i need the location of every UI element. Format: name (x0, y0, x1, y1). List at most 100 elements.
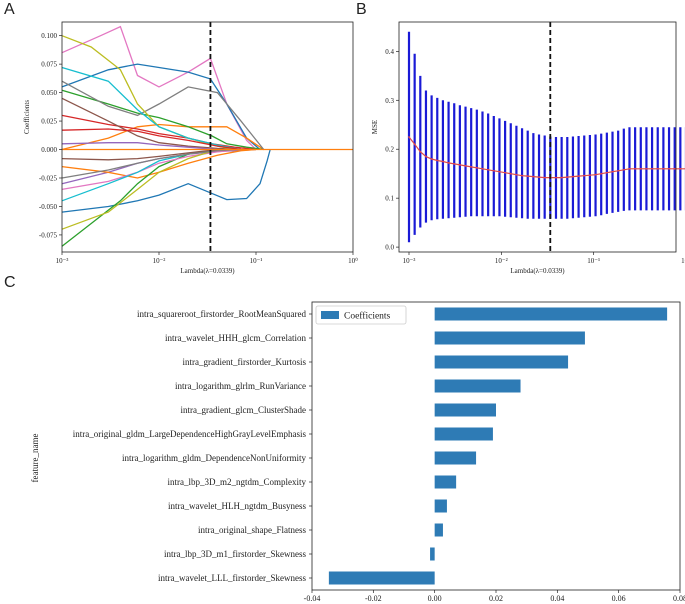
mse-point-8 (453, 163, 456, 165)
coefficient-bar-9 (434, 523, 443, 537)
mse-point-29 (572, 175, 574, 178)
feature-label-2: intra_gradient_firstorder_Kurtosis (183, 357, 307, 367)
x-tick-label: 0.00 (428, 594, 442, 603)
feature-label-7: intra_lbp_3D_m2_ngtdm_Complexity (168, 477, 307, 487)
legend-label: Coefficients (344, 311, 391, 322)
mse-point-3 (425, 155, 427, 158)
legend-box (315, 305, 407, 325)
x-tick-label: 10⁰ (348, 257, 358, 265)
mse-point-0 (408, 136, 410, 138)
coefficient-bar-5 (434, 427, 493, 441)
y-tick-label: 0.3 (385, 97, 394, 105)
x-tick-label: 0.08 (673, 594, 685, 603)
mse-point-23 (538, 176, 540, 179)
coefficient-bar-0 (434, 307, 668, 321)
x-tick-label: 10⁻³ (403, 257, 416, 265)
feature-label-1: intra_wavelet_HHH_glcm_Correlation (165, 333, 306, 343)
x-tick-label: 0.02 (489, 594, 503, 603)
coefficient-bar-7 (434, 475, 457, 489)
x-tick-label: 10⁻² (495, 257, 508, 265)
mse-point-20 (521, 174, 523, 177)
x-tick-label: 10⁻¹ (587, 257, 600, 265)
mse-point-19 (515, 173, 518, 176)
mse-point-13 (481, 167, 484, 170)
feature-label-0: intra_squareroot_firstorder_RootMeanSqua… (137, 309, 306, 319)
chart-a-series-group (61, 25, 353, 247)
coefficient-bar-10 (430, 547, 435, 561)
x-tick-label: -0.04 (304, 594, 321, 603)
mse-point-34 (600, 172, 603, 175)
mse-point-35 (605, 171, 608, 174)
chart-b-xlabel: Lambda(λ=0.0339) (510, 267, 565, 275)
coefficient-bar-2 (434, 355, 569, 369)
mse-point-39 (628, 167, 631, 170)
mse-point-47 (673, 167, 676, 170)
chart-a-xlabel: Lambda(λ=0.0339) (180, 267, 235, 275)
coefficient-path-16 (61, 148, 242, 179)
y-tick-label: 0.075 (41, 61, 57, 69)
y-tick-label: -0.025 (39, 174, 58, 182)
mse-point-33 (594, 173, 597, 176)
mse-point-42 (645, 167, 648, 170)
y-tick-label: -0.075 (39, 231, 58, 239)
coefficient-path-14 (61, 148, 218, 230)
feature-label-3: intra_logarithm_glrlm_RunVariance (175, 381, 306, 391)
mse-point-15 (492, 169, 495, 172)
mse-point-43 (651, 167, 653, 170)
x-tick-label: 10⁰ (681, 257, 685, 265)
mse-point-45 (662, 167, 665, 170)
coefficient-path-8 (61, 35, 235, 151)
y-tick-label: 0.025 (41, 118, 57, 126)
chart-b-error-bars (407, 31, 685, 243)
mse-point-36 (611, 170, 614, 173)
mse-point-41 (639, 167, 642, 170)
chart-c-legend: Coefficients (315, 305, 407, 325)
coefficient-path-13 (61, 148, 242, 191)
chart-a-ylabel: Coefficients (23, 100, 31, 134)
mse-point-14 (487, 168, 490, 171)
coefficient-bar-8 (434, 499, 447, 513)
mse-mean-line (408, 136, 685, 179)
mse-point-32 (588, 174, 591, 177)
y-tick-label: 0.000 (41, 146, 57, 154)
coefficient-path-0 (61, 25, 257, 150)
coefficient-bar-4 (434, 403, 496, 417)
feature-label-4: intra_gradient_glcm_ClusterShade (181, 405, 306, 415)
x-tick-label: 0.04 (550, 594, 564, 603)
mse-point-30 (577, 175, 580, 178)
coefficient-path-19 (61, 148, 218, 161)
feature-label-10: intra_lbp_3D_m1_firstorder_Skewness (164, 549, 306, 559)
chart-c-bars (328, 307, 668, 585)
coefficient-path-11 (61, 148, 257, 179)
chart-a-axes: 10⁻³ 10⁻² 10⁻¹ 10⁰ 0.100 0.075 0.050 0.025 0.000… (39, 21, 358, 265)
y-tick-label: 0.4 (385, 48, 394, 56)
coefficient-path-7 (61, 80, 265, 150)
mse-point-5 (436, 159, 439, 162)
mse-point-4 (430, 158, 433, 160)
chart-c-ylabel: feature_name (30, 434, 40, 483)
mse-point-26 (555, 176, 557, 179)
chart-b: 10⁻³ 10⁻² 10⁻¹ 10⁰ 0.0 0.1 0.2 0.3 0.4 Lambda(λ=… (371, 21, 685, 275)
coefficient-bar-3 (434, 379, 521, 393)
panel-a-letter: A (4, 1, 15, 18)
chart-a: 10⁻³ 10⁻² 10⁻¹ 10⁰ 0.100 0.075 0.050 0.025 0.000… (23, 21, 358, 275)
chart-b-axes: 10⁻³ 10⁻² 10⁻¹ 10⁰ 0.0 0.1 0.2 0.3 0.4 (385, 21, 685, 265)
chart-c-axes: -0.04 -0.02 0.00 0.02 0.04 0.06 0.08 (304, 301, 685, 603)
coefficient-path-12 (61, 148, 218, 247)
mse-point-44 (656, 167, 659, 170)
feature-label-5: intra_original_gldm_LargeDependenceHighG… (73, 429, 307, 439)
plot-frame (311, 301, 681, 591)
mse-point-21 (526, 175, 529, 178)
mse-point-40 (634, 167, 637, 170)
mse-point-17 (504, 171, 507, 174)
y-tick-label: -0.050 (39, 203, 58, 211)
y-tick-label: 0.1 (385, 195, 394, 203)
coefficient-path-3 (61, 89, 264, 151)
mse-point-46 (668, 167, 670, 170)
coefficient-bar-6 (434, 451, 477, 465)
x-tick-label: 10⁻¹ (250, 257, 263, 265)
feature-label-9: intra_original_shape_Flatness (198, 525, 306, 535)
coefficient-path-6 (61, 97, 242, 151)
mse-point-24 (543, 176, 546, 179)
